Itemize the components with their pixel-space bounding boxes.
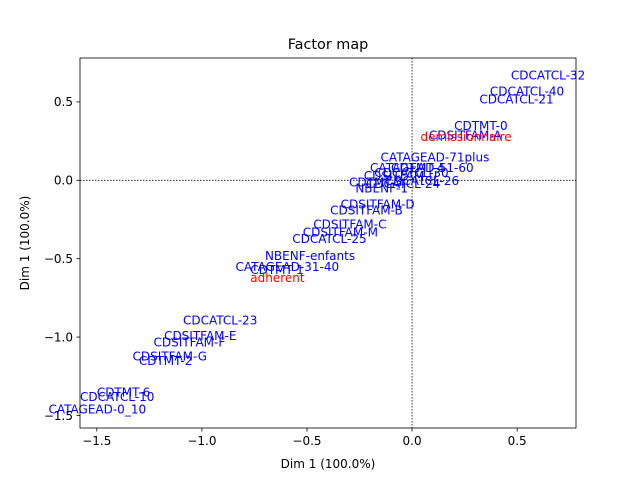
y-tick-label: 0.5	[54, 95, 73, 109]
point-label: CATAGEAD-0_10	[48, 403, 146, 417]
x-tick-label: −1.0	[187, 434, 216, 448]
point-label: CDSITFAM-D	[341, 197, 415, 211]
x-tick-label: −0.5	[292, 434, 321, 448]
point-label: CDCATCL-26	[385, 174, 459, 188]
point-label: CATAGEAD-51-60	[370, 161, 474, 175]
y-tick-label: −1.0	[44, 330, 73, 344]
point-label: CDCATCL-30	[374, 166, 448, 180]
x-tick-label: 0.5	[508, 434, 527, 448]
point-label: NBENF-enfants	[265, 249, 355, 263]
point-label: CDCATCL-25	[292, 232, 366, 246]
point-label: demissionnaire	[420, 130, 511, 144]
point-label: CDTMT-2	[139, 354, 193, 368]
point-label: CDSITFAM-F	[154, 335, 226, 349]
point-label: CDSITFAM-E	[164, 329, 236, 343]
point-label: CDTMT-1	[250, 263, 304, 277]
point-label: adherent	[250, 271, 305, 285]
point-label: CDTMT-5	[349, 175, 403, 189]
point-label: CDSITFAM-C	[313, 218, 386, 232]
point-label: CDCATCL-21	[479, 92, 553, 106]
point-label: CDTMT-4	[391, 161, 445, 175]
plot-frame	[79, 57, 577, 429]
point-label: CDTMT-0	[454, 119, 508, 133]
point-label: CDSITFAM-A	[429, 128, 503, 142]
point-label: CDSITFAM-M	[303, 226, 378, 240]
plot-area: CDCATCL-32CDCATCL-40CDCATCL-21CDTMT-0CDS…	[44, 57, 585, 448]
x-axis-label: Dim 1 (100.0%)	[281, 457, 376, 471]
x-tick-label: 0.0	[403, 434, 422, 448]
point-label: CDCATCL-23	[183, 313, 257, 327]
point-label: CDSITFAM-B	[330, 204, 403, 218]
point-label: CDSITFAM-U	[364, 169, 438, 183]
point-label: CATAGEAD-71plus	[381, 150, 490, 164]
y-tick-label: 0.0	[54, 174, 73, 188]
x-tick-label: −1.5	[82, 434, 111, 448]
point-label: CDSITFAM-G	[133, 349, 208, 363]
point-label: CATAGEAD-31-40	[236, 260, 340, 274]
y-tick-label: −1.5	[44, 409, 73, 423]
point-label: CDTMT-6	[97, 385, 151, 399]
y-axis-label: Dim 1 (100.0%)	[18, 196, 32, 291]
point-label: NBENF-1	[355, 182, 408, 196]
point-label: CDCATCL-24	[366, 177, 440, 191]
y-tick-label: −0.5	[44, 252, 73, 266]
point-label: CDCATCL-40	[490, 84, 564, 98]
chart-title: Factor map	[288, 37, 369, 53]
point-label: CDCATCL-32	[511, 69, 585, 83]
point-label: CDCATCL-10	[80, 390, 154, 404]
